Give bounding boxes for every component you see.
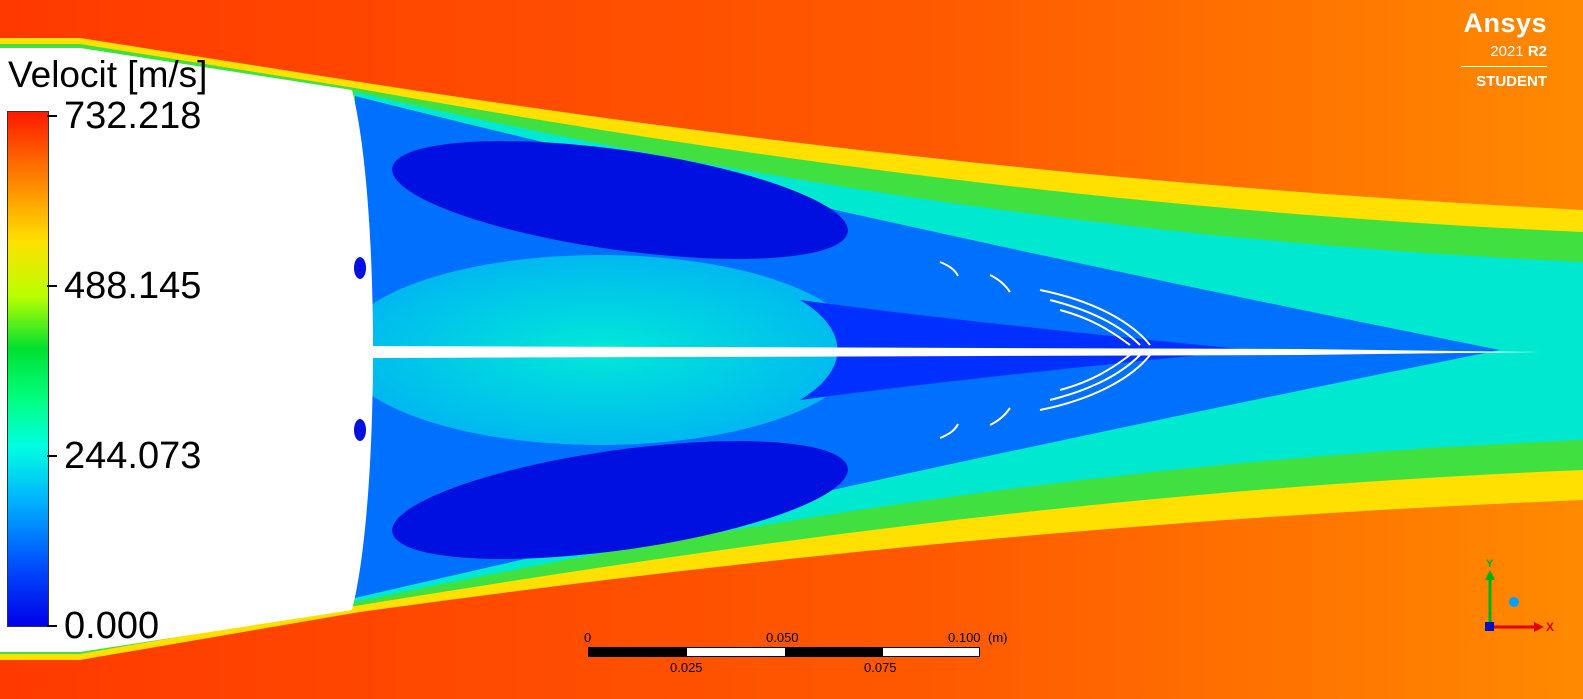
ansys-brand: Ansys 2021 R2 STUDENT [1461,8,1547,90]
legend-tick-min [47,625,57,627]
upper-vortex [354,257,366,279]
streamline-artifacts [939,261,1151,439]
lower-low-velocity-lobe [392,441,848,559]
legend-colorbar [7,111,49,627]
brand-logo: Ansys [1463,8,1547,38]
legend-tick-3 [47,455,57,457]
brand-edition: STUDENT [1476,73,1547,90]
scale-segment-4 [883,648,979,656]
legend-tick-label-max: 732.218 [64,95,202,137]
scale-segment-1 [589,648,687,656]
scale-unit: (m) [988,630,1008,645]
legend-title: Velocit [m/s] [8,54,208,95]
scale-label-0025: 0.025 [670,660,703,675]
legend-tick-2 [47,285,57,287]
scale-label-0050: 0.050 [766,630,799,645]
y-axis-label: Y [1486,558,1494,570]
brand-release: R2 [1527,43,1547,60]
nozzle-body [0,48,373,652]
scale-bar-track [588,647,980,657]
scale-segment-3 [785,648,883,656]
legend-tick-label-3: 244.073 [64,435,202,477]
scale-label-0075: 0.075 [864,660,897,675]
brand-version: 2021 R2 [1461,43,1547,60]
legend-tick-label-2: 488.145 [64,265,202,307]
scale-segment-2 [687,648,785,656]
axes-triad-graphic [1485,570,1544,632]
scale-label-0: 0 [584,630,592,645]
scale-bar: 0 0.050 0.100 (m) 0.025 0.075 [584,630,1008,680]
legend-tick-label-min: 0.000 [64,605,160,647]
axes-triad[interactable]: Y X [1470,558,1560,640]
legend-tick-max [47,115,57,117]
x-axis-label: X [1546,620,1555,634]
brand-divider [1461,66,1547,67]
centerline-streak [370,346,1540,358]
scale-label-0100: 0.100 [948,630,981,645]
brand-year: 2021 [1490,43,1524,60]
lower-vortex [354,419,366,441]
z-axis-point [1509,597,1519,607]
upper-low-velocity-lobe [392,141,848,259]
